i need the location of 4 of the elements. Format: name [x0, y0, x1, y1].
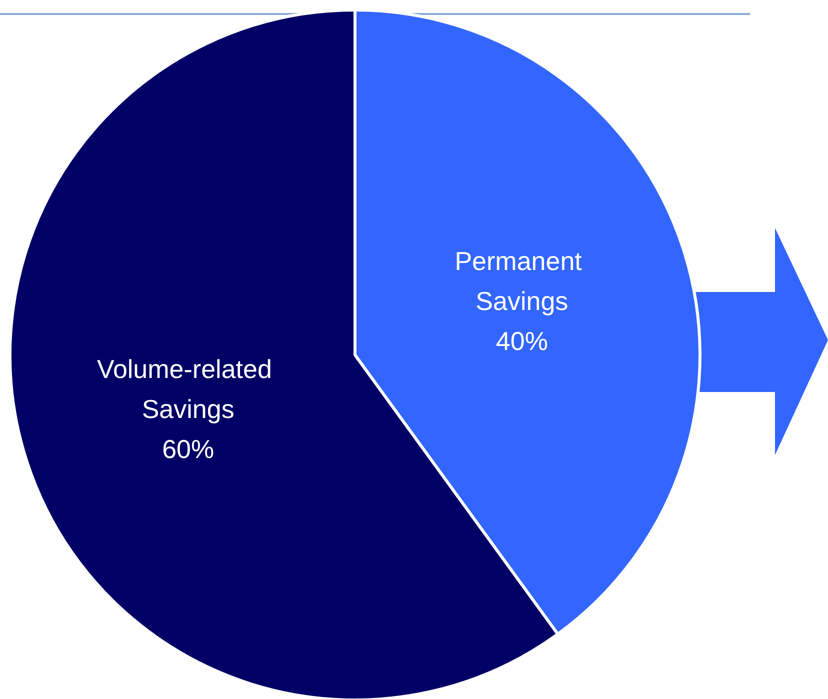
slice-label: Permanent Savings	[454, 246, 590, 316]
slice-label: Volume-related Savings	[97, 354, 280, 424]
data-label: 40%	[496, 326, 548, 356]
data-label: 60%	[162, 434, 214, 464]
